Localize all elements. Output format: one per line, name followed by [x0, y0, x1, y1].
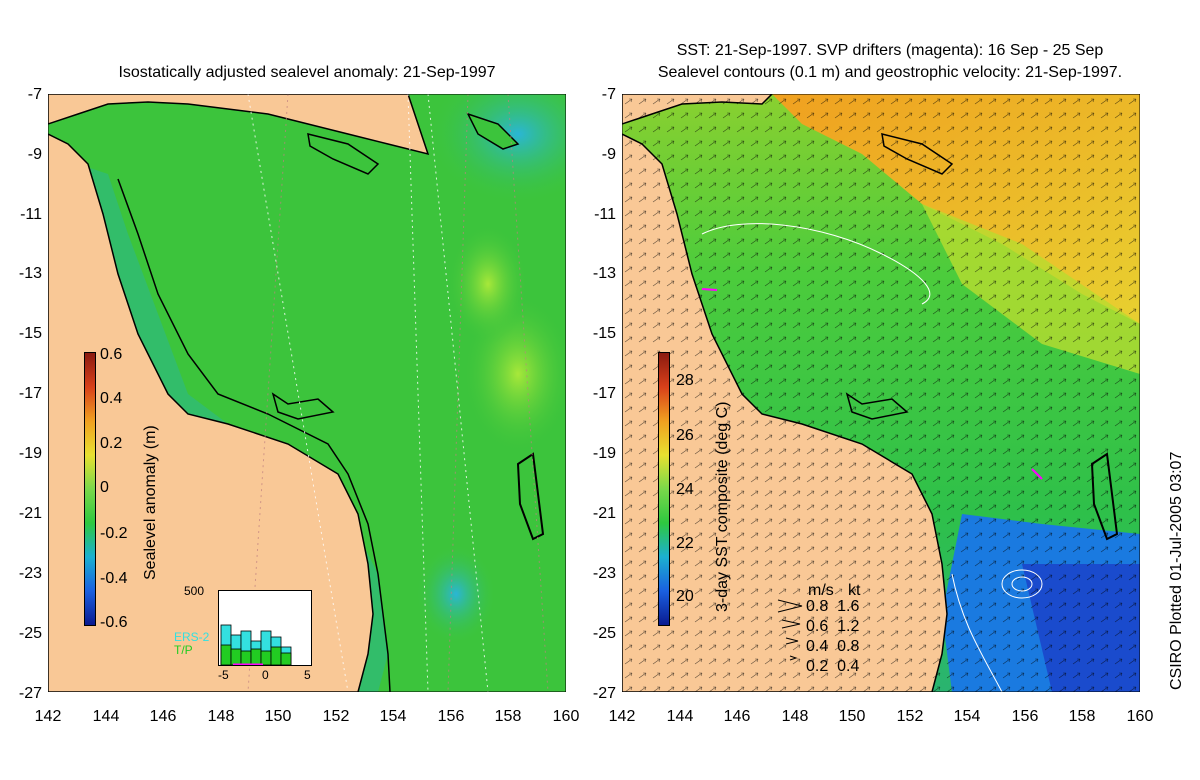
right-lon-tick: 154 [953, 708, 981, 725]
left-lat-tick: -13 [18, 265, 42, 282]
left-lon-tick: 144 [92, 708, 120, 725]
left-lon-tick: 142 [34, 708, 62, 725]
right-lon-tick: 148 [781, 708, 809, 725]
right-lon-tick: 152 [896, 708, 924, 725]
left-cb-tick: -0.4 [100, 570, 128, 587]
right-lat-tick: -13 [592, 265, 616, 282]
velocity-legend-row: 0.2 0.4 [806, 658, 860, 675]
right-cb-tick: 22 [676, 535, 694, 552]
velocity-legend-row: 0.4 0.8 [806, 638, 860, 655]
right-lon-tick: 150 [838, 708, 866, 725]
left-lat-tick: -27 [18, 685, 42, 702]
left-lon-tick: 146 [149, 708, 177, 725]
plot-credit: CSIRO Plotted 01-Jul-2005 03:07 [1168, 451, 1185, 690]
right-lon-tick: 158 [1068, 708, 1096, 725]
right-lon-tick: 146 [723, 708, 751, 725]
right-lon-tick: 156 [1011, 708, 1039, 725]
left-lat-tick: -9 [27, 146, 42, 163]
track-histogram-inset [218, 590, 312, 667]
left-cb-tick: 0 [100, 479, 109, 496]
velocity-legend-arrows [777, 599, 803, 661]
left-lat-tick: -25 [18, 625, 42, 642]
right-lat-tick: -25 [592, 625, 616, 642]
velocity-legend-header-ms: m/s [808, 582, 834, 599]
inset-legend-ers2: ERS-2 [174, 630, 210, 644]
left-lat-tick: -21 [18, 505, 42, 522]
inset-y-label: 500 [184, 584, 205, 598]
left-cb-tick: 0.6 [100, 346, 123, 363]
left-map[interactable] [48, 94, 566, 692]
left-lat-tick: -19 [18, 445, 42, 462]
right-cb-tick: 20 [676, 588, 694, 605]
inset-x-tick: -5 [218, 668, 229, 682]
right-lat-tick: -27 [592, 685, 616, 702]
right-lat-tick: -7 [601, 86, 616, 103]
left-lon-tick: 158 [494, 708, 522, 725]
right-lat-tick: -17 [592, 385, 616, 402]
right-lon-tick: 160 [1126, 708, 1154, 725]
right-lat-tick: -11 [594, 206, 616, 223]
inset-x-tick: 0 [262, 668, 269, 682]
left-lat-tick: -7 [27, 86, 42, 103]
right-lat-tick: -23 [592, 565, 616, 582]
inset-x-tick: 5 [304, 668, 311, 682]
left-lat-tick: -23 [18, 565, 42, 582]
left-map-title: Isostatically adjusted sealevel anomaly:… [118, 64, 496, 81]
left-lat-tick: -17 [18, 385, 42, 402]
left-cb-tick: 0.4 [100, 390, 123, 407]
right-map[interactable] [622, 94, 1140, 692]
right-map-title-line1: SST: 21-Sep-1997. SVP drifters (magenta)… [676, 42, 1104, 59]
left-lon-tick: 156 [437, 708, 465, 725]
left-cb-tick: -0.2 [100, 525, 128, 542]
right-cb-tick: 26 [676, 427, 694, 444]
right-lat-tick: -21 [592, 505, 616, 522]
right-lat-tick: -9 [601, 146, 616, 163]
right-colorbar [658, 352, 670, 626]
right-lon-tick: 142 [608, 708, 636, 725]
land-australia [48, 133, 374, 692]
left-map-canvas [48, 94, 566, 692]
left-lon-tick: 150 [264, 708, 292, 725]
left-lon-tick: 154 [379, 708, 407, 725]
left-colorbar-label: Sealevel anomaly (m) [142, 425, 159, 580]
velocity-legend-header-kt: kt [848, 582, 861, 599]
right-lon-tick: 144 [666, 708, 694, 725]
right-lat-tick: -19 [592, 445, 616, 462]
velocity-legend-row: 0.8 1.6 [806, 598, 860, 615]
left-lon-tick: 152 [322, 708, 350, 725]
right-map-title-line2: Sealevel contours (0.1 m) and geostrophi… [657, 64, 1123, 81]
land-png [48, 94, 430, 156]
left-lon-tick: 148 [207, 708, 235, 725]
velocity-legend-row: 0.6 1.2 [806, 618, 860, 635]
left-cb-tick: 0.2 [100, 435, 123, 452]
left-cb-tick: -0.6 [100, 614, 128, 631]
right-colorbar-label: 3-day SST composite (deg C) [714, 401, 731, 612]
right-map-canvas [622, 94, 1140, 692]
right-cb-tick: 24 [676, 481, 694, 498]
left-lat-tick: -11 [20, 206, 42, 223]
left-colorbar [84, 352, 96, 626]
left-lon-tick: 160 [552, 708, 580, 725]
right-lat-tick: -15 [592, 325, 616, 342]
left-lat-tick: -15 [18, 325, 42, 342]
right-cb-tick: 28 [676, 372, 694, 389]
inset-legend-tp: T/P [174, 643, 193, 657]
